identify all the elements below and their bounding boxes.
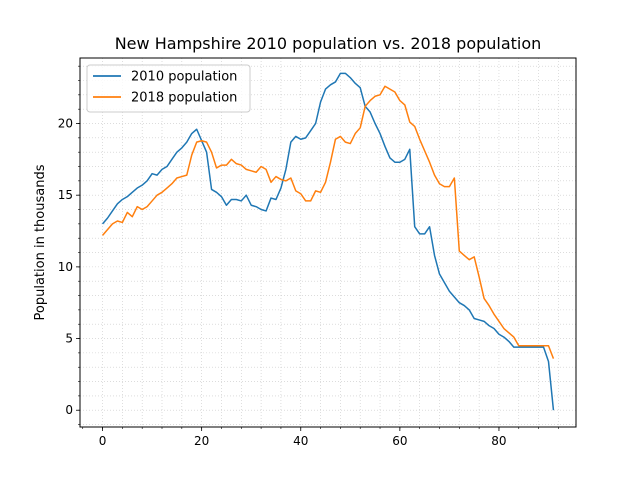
y-tick-label: 0: [65, 403, 73, 417]
series-line-2010: [101, 72, 555, 411]
y-tick-label: 5: [65, 332, 73, 346]
series-line-2018: [101, 85, 555, 359]
x-axis: 0 20 40 60 80: [82, 427, 559, 448]
x-tick-label: 80: [491, 434, 506, 448]
series-lines: [101, 72, 555, 411]
legend: 2010 population 2018 population: [86, 64, 251, 113]
y-tick-label: 10: [58, 260, 73, 274]
x-tick-label: 40: [293, 434, 308, 448]
legend-label: 2018 population: [131, 91, 237, 106]
chart-title: New Hampshire 2010 population vs. 2018 p…: [115, 34, 542, 53]
x-tick-label: 60: [392, 434, 407, 448]
x-tick-label: 0: [99, 434, 107, 448]
x-tick-label: 20: [194, 434, 209, 448]
y-axis: 0 5 10 15 20: [58, 65, 80, 425]
y-tick-label: 15: [58, 188, 73, 202]
legend-box: [86, 64, 251, 113]
legend-label: 2010 population: [131, 70, 237, 85]
y-tick-label: 20: [58, 117, 73, 131]
plot-frame: [79, 57, 577, 428]
y-axis-title: Population in thousands: [33, 164, 48, 320]
